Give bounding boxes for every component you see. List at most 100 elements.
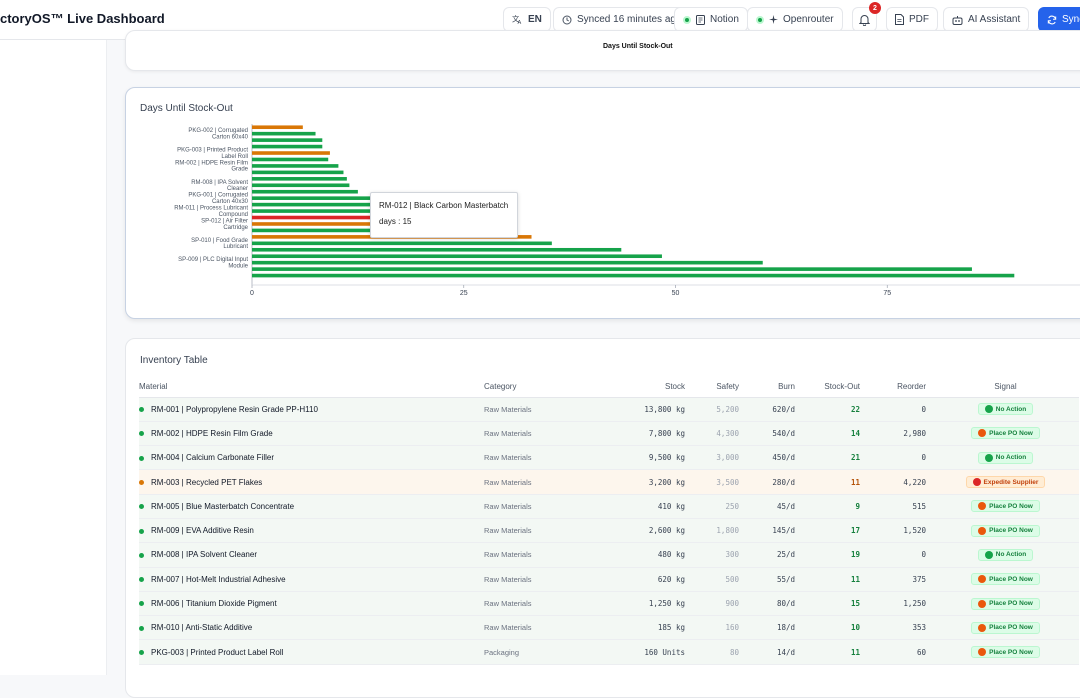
notion-label: Notion	[710, 14, 739, 25]
signal-cell: Place PO Now	[932, 639, 1079, 665]
ai-assistant-button[interactable]: AI Assistant	[943, 7, 1030, 32]
x-tick-label: 50	[672, 290, 680, 297]
notion-status[interactable]: Notion	[674, 7, 748, 32]
signal-label: No Action	[995, 551, 1027, 559]
signal-dot	[984, 453, 993, 462]
signal-badge[interactable]: Place PO Now	[971, 621, 1040, 634]
bar[interactable]	[252, 189, 358, 194]
stockout-cell: 10	[801, 615, 866, 641]
stockout-bar-chart[interactable]: PKG-002 | Corrugated Carton 60x40 PKG-003 …	[126, 88, 1080, 320]
stock-cell: 1,250 kg	[589, 591, 691, 617]
category-cell: Raw Materials	[484, 421, 589, 447]
signal-badge[interactable]: Place PO Now	[971, 427, 1040, 440]
stockout-cell: 11	[801, 567, 866, 592]
svg-text:文: 文	[512, 14, 520, 23]
signal-dot	[972, 478, 981, 487]
material-name: RM-009 | EVA Additive Resin	[151, 526, 254, 536]
signal-badge[interactable]: Place PO Now	[971, 524, 1040, 537]
column-header-material[interactable]: Material	[139, 377, 484, 398]
stock-cell: 7,800 kg	[589, 421, 691, 447]
bar[interactable]	[252, 164, 339, 168]
category-cell: Raw Materials	[484, 518, 589, 544]
signal-badge[interactable]: Place PO Now	[971, 500, 1040, 513]
bar[interactable]	[252, 138, 323, 142]
notifications-button[interactable]: 2	[852, 2, 881, 32]
signal-badge[interactable]: Place PO Now	[971, 646, 1040, 659]
pdf-button[interactable]: PDF	[886, 7, 938, 32]
reorder-cell: 353	[866, 615, 932, 641]
signal-cell: Place PO Now	[932, 421, 1079, 447]
stockout-cell: 14	[801, 421, 866, 447]
bar[interactable]	[252, 157, 329, 162]
table-title: Inventory Table	[140, 355, 208, 366]
table-row[interactable]: RM-005 | Blue Masterbatch Concentrate Raw…	[139, 494, 1079, 519]
material-name: RM-008 | IPA Solvent Cleaner	[151, 550, 257, 560]
stock-cell: 160 Units	[589, 639, 691, 665]
table-row[interactable]: RM-010 | Anti-Static Additive Raw Materia…	[139, 615, 1079, 641]
x-tick-label: 0	[250, 290, 254, 297]
signal-badge[interactable]: No Action	[977, 548, 1034, 561]
bar[interactable]	[252, 267, 972, 271]
stock-cell: 9,500 kg	[589, 445, 691, 471]
bar[interactable]	[252, 209, 486, 213]
column-header-burn[interactable]: Burn	[745, 377, 801, 398]
material-name: RM-002 | HDPE Resin Film Grade	[151, 428, 273, 438]
signal-cell: No Action	[932, 397, 1079, 422]
bar[interactable]	[252, 170, 344, 175]
category-cell: Raw Materials	[484, 542, 589, 568]
signal-badge[interactable]: Place PO Now	[971, 597, 1040, 610]
material-cell: RM-009 | EVA Additive Resin	[139, 518, 484, 544]
table-row[interactable]: RM-009 | EVA Additive Resin Raw Materials…	[139, 518, 1079, 544]
bar[interactable]	[252, 125, 303, 130]
bar[interactable]	[252, 131, 316, 136]
safety-cell: 5,200	[691, 397, 745, 422]
table-row[interactable]: PKG-003 | Printed Product Label Roll Pack…	[139, 639, 1079, 665]
chart-title: Days Until Stock-Out	[140, 103, 233, 114]
table-row[interactable]: RM-004 | Calcium Carbonate Filler Raw Mat…	[139, 445, 1079, 471]
signal-badge[interactable]: No Action	[977, 451, 1034, 464]
x-tick-label: 25	[460, 290, 468, 297]
bar[interactable]	[252, 196, 373, 200]
column-header-signal[interactable]: Signal	[932, 377, 1079, 398]
column-header-reorder[interactable]: Reorder	[866, 377, 932, 398]
table-row[interactable]: RM-008 | IPA Solvent Cleaner Raw Material…	[139, 542, 1079, 568]
burn-cell: 620/d	[745, 397, 801, 422]
material-cell: RM-002 | HDPE Resin Film Grade	[139, 421, 484, 447]
y-tick-label: PKG-003 | Printed Product Label Roll	[177, 148, 248, 160]
bar[interactable]	[252, 144, 323, 149]
bar[interactable]	[252, 254, 662, 259]
bar[interactable]	[252, 260, 763, 265]
signal-badge[interactable]: Expedite Supplier	[965, 476, 1046, 489]
column-header-stockout[interactable]: Stock-Out	[801, 377, 866, 398]
signal-label: Place PO Now	[989, 624, 1033, 632]
sync-status-label: Synced 16 minutes ago	[577, 14, 682, 25]
sync-button[interactable]: Sync	[1038, 7, 1080, 32]
table-row[interactable]: RM-006 | Titanium Dioxide Pigment Raw Mat…	[139, 591, 1079, 617]
table-row[interactable]: RM-003 | Recycled PET Flakes Raw Material…	[139, 469, 1079, 495]
bar[interactable]	[252, 151, 330, 155]
bar[interactable]	[252, 183, 350, 188]
category-cell: Raw Materials	[484, 591, 589, 617]
table-row[interactable]: RM-001 | Polypropylene Resin Grade PP-H1…	[139, 397, 1079, 422]
signal-badge[interactable]: No Action	[977, 403, 1034, 416]
bar[interactable]	[252, 247, 622, 252]
bar[interactable]	[252, 215, 488, 220]
material-name: RM-001 | Polypropylene Resin Grade PP-H1…	[151, 404, 318, 414]
column-header-stock[interactable]: Stock	[589, 377, 691, 398]
column-header-category[interactable]: Category	[484, 377, 589, 398]
table-row[interactable]: RM-007 | Hot-Melt Industrial Adhesive Raw…	[139, 567, 1079, 592]
bar[interactable]	[252, 273, 1015, 278]
burn-cell: 25/d	[745, 542, 801, 568]
document-icon	[895, 14, 904, 25]
material-cell: RM-001 | Polypropylene Resin Grade PP-H1…	[139, 397, 484, 422]
stock-cell: 13,800 kg	[589, 397, 691, 422]
column-header-safety[interactable]: Safety	[691, 377, 745, 398]
bar[interactable]	[252, 241, 552, 246]
bar[interactable]	[252, 177, 347, 181]
bar[interactable]	[252, 202, 380, 207]
openrouter-status[interactable]: Openrouter	[747, 7, 843, 32]
signal-badge[interactable]: Place PO Now	[971, 573, 1040, 586]
y-tick-label: SP-009 | PLC Digital Input Module	[178, 257, 249, 269]
table-row[interactable]: RM-002 | HDPE Resin Film Grade Raw Materi…	[139, 421, 1079, 447]
